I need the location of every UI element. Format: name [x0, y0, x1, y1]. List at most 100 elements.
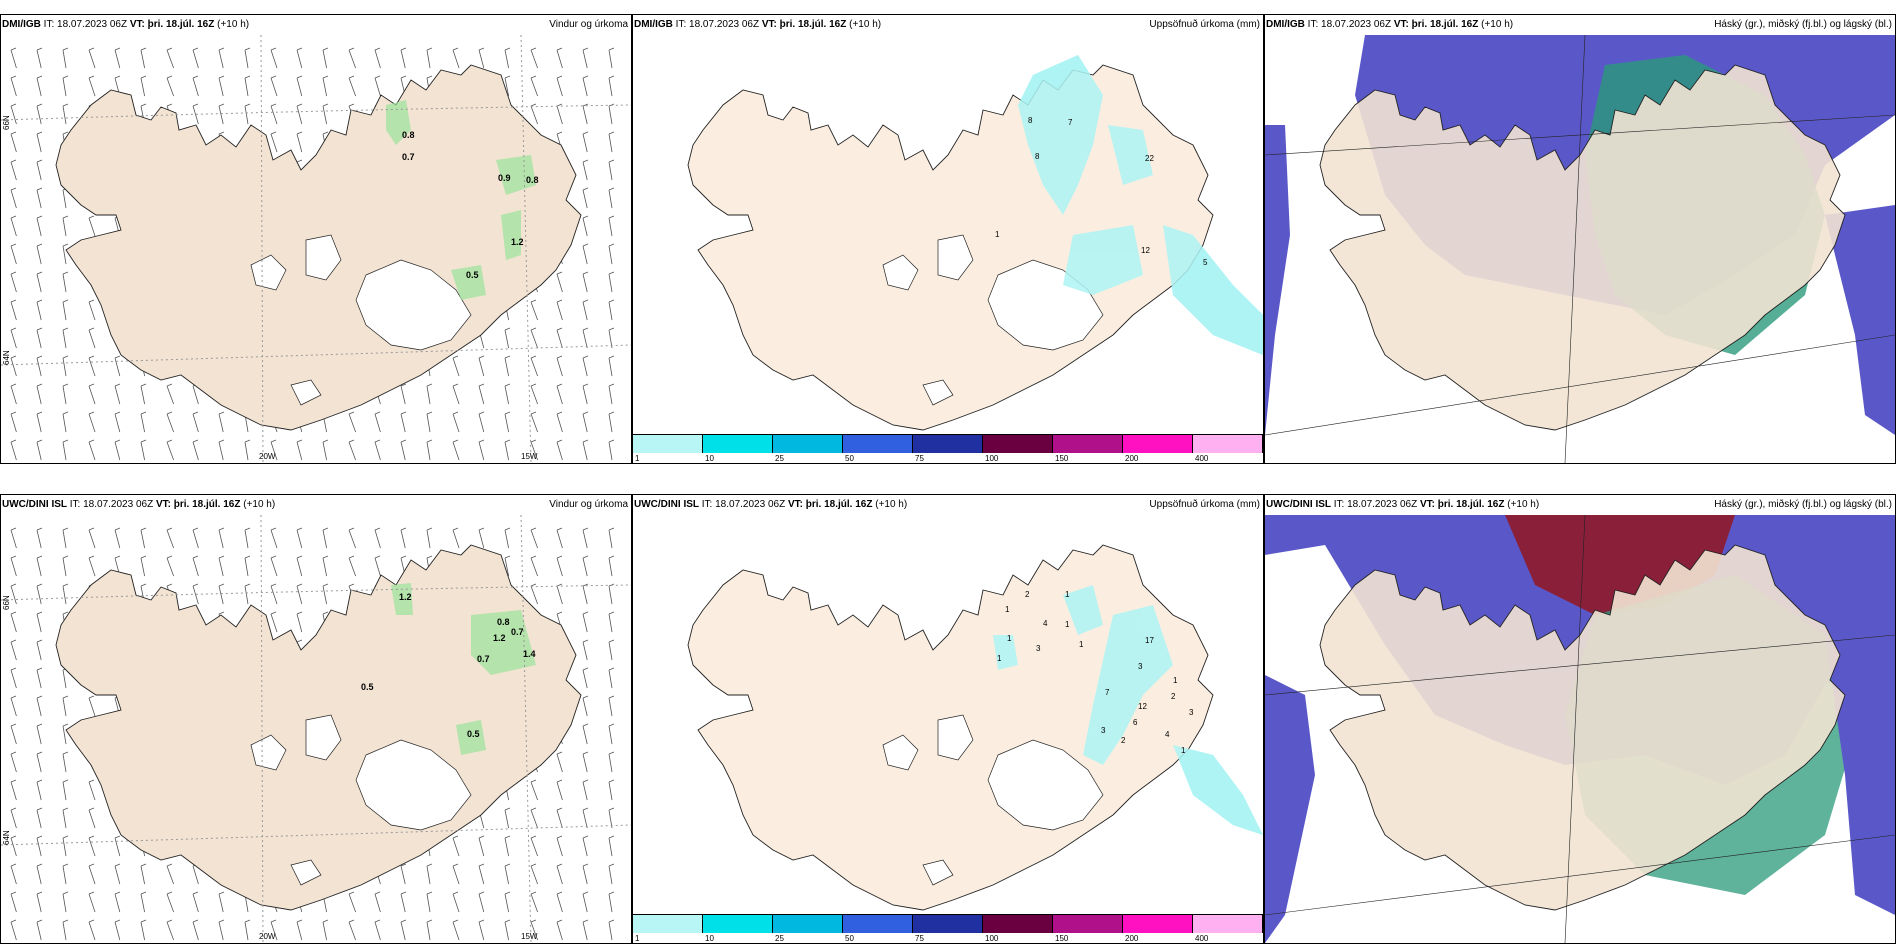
wind-barb: [452, 411, 460, 433]
wind-barb: [10, 355, 17, 377]
glacier: [937, 714, 974, 761]
glacier: [922, 859, 954, 886]
wind-barb: [36, 47, 43, 69]
panel-wind-dmi: DMI/IGB IT: 18.07.2023 06Z VT: þri. 18.j…: [0, 14, 632, 464]
glacier: [355, 739, 472, 831]
wind-barb: [166, 383, 174, 405]
wind-barb: [608, 187, 615, 209]
wind-barb: [10, 751, 17, 773]
model-name: UWC/DINI ISL: [2, 499, 67, 510]
lat-label-64n: 64N: [2, 350, 11, 365]
wind-barb: [296, 583, 303, 605]
wind-barb: [10, 555, 17, 577]
graticule: [1, 35, 631, 463]
wind-barb: [608, 243, 615, 265]
wind-barb: [36, 611, 43, 633]
precip-area: [391, 583, 413, 615]
wind-barb: [114, 863, 121, 885]
wind-barb: [62, 383, 69, 405]
wind-barb: [426, 383, 433, 405]
wind-barb: [478, 891, 485, 913]
wind-barb: [608, 159, 615, 181]
panel-title: Vindur og úrkoma: [549, 499, 628, 510]
wind-barb: [88, 299, 96, 321]
model-name: UWC/DINI ISL: [1266, 499, 1331, 510]
wind-barb: [504, 807, 511, 829]
wind-barb: [140, 383, 147, 405]
wind-barb: [244, 583, 251, 605]
wind-barb: [556, 527, 563, 549]
wind-barb: [36, 835, 43, 857]
precip-value: 0.5: [467, 729, 480, 739]
wind-barb: [478, 835, 485, 857]
wind-barb: [88, 327, 96, 349]
wind-barb: [348, 47, 356, 69]
wind-barb: [62, 583, 69, 605]
wind-barb: [582, 863, 589, 885]
wind-barb: [36, 527, 43, 549]
wind-barb: [270, 611, 278, 633]
precip-value: 12: [1138, 702, 1147, 711]
lead-time: (+10 h): [1481, 19, 1514, 30]
wind-barb: [192, 411, 199, 433]
precip-area: [1083, 605, 1173, 765]
colorbar-tick-label: 100: [985, 934, 999, 943]
lead-time: (+10 h): [243, 499, 276, 510]
wind-barb: [88, 807, 96, 829]
wind-barb: [88, 835, 96, 857]
panel-title: Háský (gr.), miðský (fj.bl.) og lágský (…: [1714, 499, 1892, 510]
wind-barb: [582, 751, 589, 773]
wind-barb: [400, 891, 407, 913]
precip-area: [1163, 225, 1263, 355]
colorbar-swatch: [983, 915, 1053, 933]
precip-area: [1063, 225, 1143, 295]
wind-barb: [608, 695, 615, 717]
glacier: [290, 379, 322, 406]
panel-header: UWC/DINI ISL IT: 18.07.2023 06Z VT: þri.…: [1, 495, 631, 515]
panel-header: UWC/DINI ISL IT: 18.07.2023 06Z VT: þri.…: [1265, 495, 1895, 515]
precip-value: 2: [1171, 692, 1176, 701]
wind-barb: [36, 103, 43, 125]
wind-barb: [36, 891, 43, 913]
wind-barb: [582, 215, 589, 237]
precip-value: 0.8: [526, 175, 539, 185]
wind-barb: [504, 355, 511, 377]
wind-barb: [218, 919, 225, 941]
wind-barb: [218, 527, 225, 549]
glacier: [305, 234, 342, 281]
wind-barb: [348, 527, 356, 549]
wind-barb: [114, 439, 121, 461]
wind-barb: [62, 215, 69, 237]
wind-barb: [10, 159, 17, 181]
wind-barb: [244, 75, 251, 97]
colorbar-swatch: [983, 435, 1053, 453]
wind-barb: [478, 355, 485, 377]
wind-barb: [10, 187, 17, 209]
wind-barb: [218, 555, 225, 577]
precip-colorbar: 1 10 25 50 75 100 150 200 400: [633, 434, 1263, 463]
wind-barb: [88, 47, 96, 69]
wind-barb: [10, 439, 17, 461]
colorbar-tick-label: 75: [915, 934, 924, 943]
wind-barb: [296, 527, 303, 549]
wind-barb: [452, 355, 460, 377]
precip-area: [386, 100, 411, 145]
glacier: [882, 254, 919, 291]
wind-barb: [62, 723, 69, 745]
wind-barb: [62, 751, 69, 773]
wind-barb: [582, 807, 589, 829]
glacier: [937, 234, 974, 281]
wind-barb: [114, 919, 121, 941]
wind-barb: [400, 863, 407, 885]
wind-barb: [10, 723, 17, 745]
wind-barb: [62, 919, 69, 941]
wind-barb: [88, 919, 96, 941]
wind-barb: [426, 411, 433, 433]
colorbar-tick-label: 400: [1195, 454, 1209, 463]
wind-barb: [36, 383, 43, 405]
precip-area: [993, 635, 1018, 670]
wind-barb: [478, 411, 485, 433]
wind-barb: [36, 779, 43, 801]
model-name: DMI/IGB: [2, 19, 41, 30]
precip-over-land: [1018, 55, 1263, 355]
